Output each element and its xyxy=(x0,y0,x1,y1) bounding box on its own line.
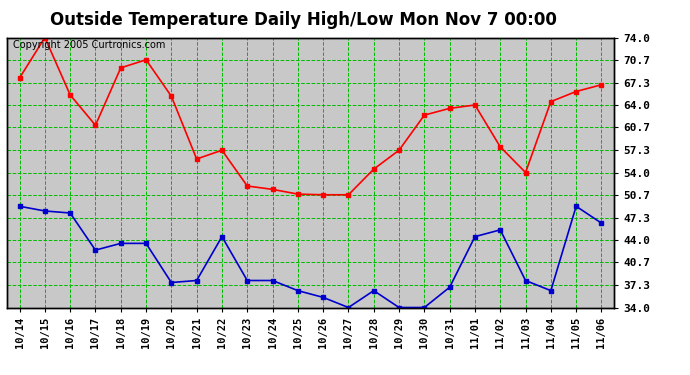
Text: Copyright 2005 Curtronics.com: Copyright 2005 Curtronics.com xyxy=(13,40,166,50)
Text: Outside Temperature Daily High/Low Mon Nov 7 00:00: Outside Temperature Daily High/Low Mon N… xyxy=(50,11,557,29)
